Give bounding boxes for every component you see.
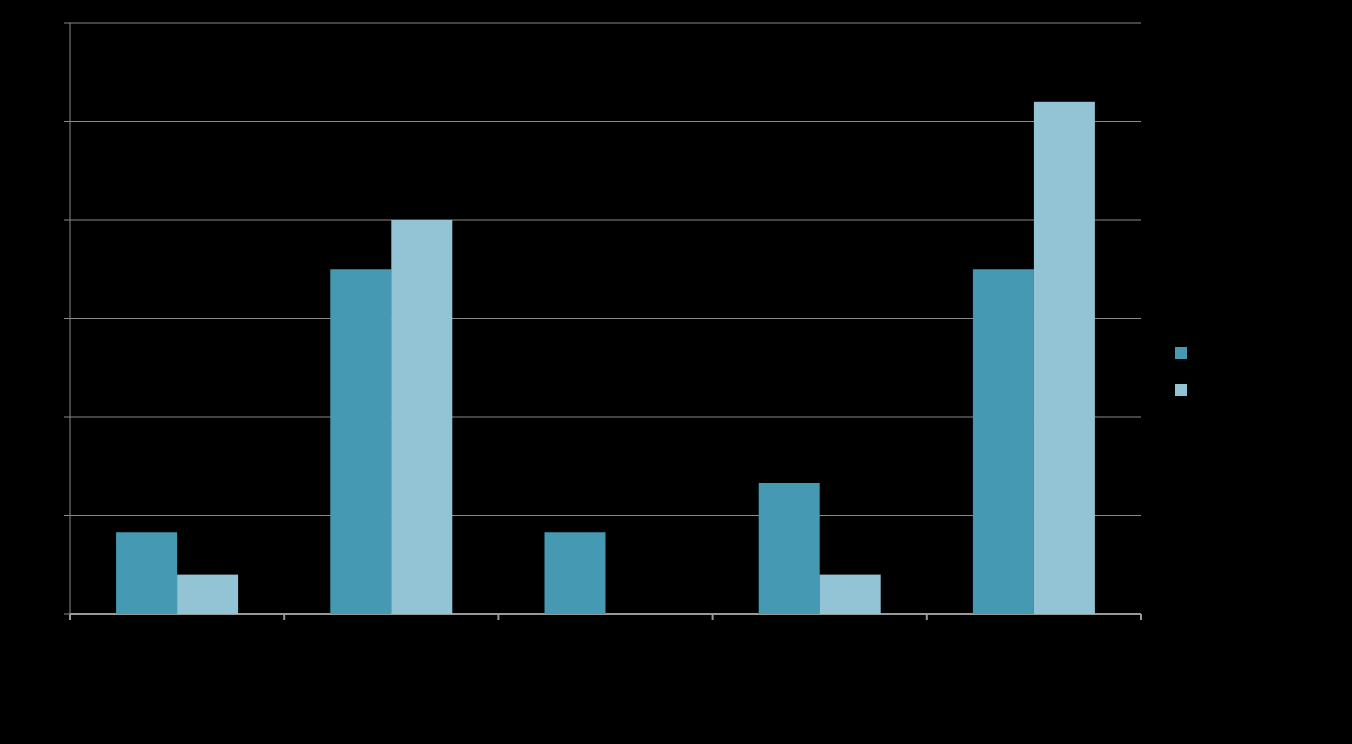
legend-swatch: [1175, 384, 1187, 396]
bar: [544, 532, 606, 614]
bar: [972, 269, 1034, 614]
bar: [758, 482, 820, 614]
bar: [177, 574, 239, 614]
bar: [330, 269, 392, 614]
bar: [116, 532, 178, 614]
bar: [819, 574, 881, 614]
bar: [1033, 101, 1095, 615]
legend-swatch: [1175, 347, 1187, 359]
bar: [391, 220, 453, 614]
